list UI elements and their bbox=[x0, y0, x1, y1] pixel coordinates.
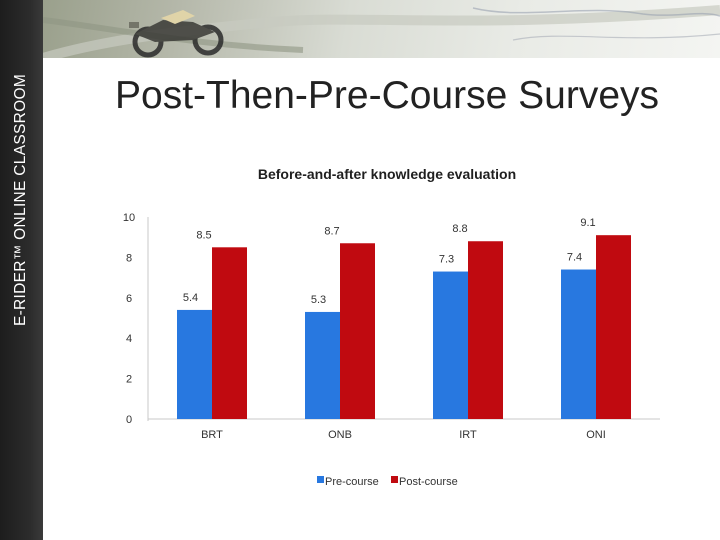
bar-pre-brt bbox=[177, 309, 212, 419]
legend-swatch-pre bbox=[317, 476, 324, 483]
x-tick-label: ONI bbox=[586, 429, 606, 441]
y-tick-label: 0 bbox=[126, 414, 132, 426]
y-tick-label: 2 bbox=[126, 374, 132, 386]
bar-post-onb bbox=[340, 243, 375, 419]
y-tick-label: 6 bbox=[126, 293, 132, 305]
data-label: 8.8 bbox=[452, 223, 467, 235]
data-label: 5.3 bbox=[311, 294, 326, 306]
bar-pre-irt bbox=[433, 271, 468, 419]
bar-pre-oni bbox=[561, 269, 596, 419]
bar-post-brt bbox=[212, 247, 247, 419]
data-label: 8.7 bbox=[324, 225, 339, 237]
data-label: 8.5 bbox=[196, 229, 211, 241]
sidebar-bar bbox=[0, 0, 43, 540]
bar-post-oni bbox=[596, 235, 631, 419]
y-tick-label: 4 bbox=[126, 333, 132, 345]
y-tick-label: 8 bbox=[126, 252, 132, 264]
legend-swatch-post bbox=[391, 476, 398, 483]
data-label: 7.3 bbox=[439, 254, 454, 266]
bar-pre-onb bbox=[305, 311, 340, 419]
data-label: 7.4 bbox=[567, 252, 582, 264]
legend-label: Pre-course bbox=[325, 476, 379, 488]
chart-title: Before-and-after knowledge evaluation bbox=[258, 166, 516, 182]
x-tick-label: ONB bbox=[328, 429, 352, 441]
legend-label: Post-course bbox=[399, 476, 458, 488]
y-tick-label: 10 bbox=[123, 212, 135, 224]
banner-image bbox=[43, 0, 720, 58]
bar-post-irt bbox=[468, 241, 503, 419]
data-label: 5.4 bbox=[183, 292, 198, 304]
x-tick-label: BRT bbox=[201, 429, 223, 441]
x-tick-label: IRT bbox=[459, 429, 477, 441]
slide-title: Post-Then-Pre-Course Surveys bbox=[115, 74, 660, 117]
motorcycle-road-map-photo bbox=[43, 5, 720, 58]
data-label: 9.1 bbox=[580, 217, 595, 229]
